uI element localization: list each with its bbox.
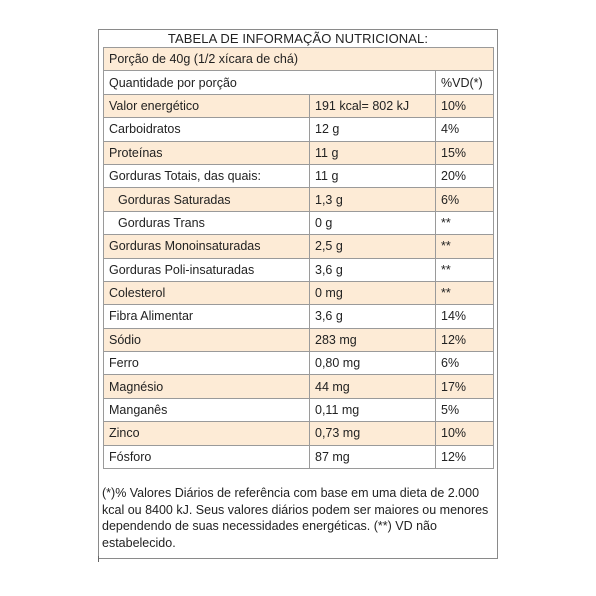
nutrient-row: Proteínas 11 g 15%: [103, 140, 495, 165]
nutrient-vd: **: [434, 257, 495, 282]
nutrient-name: Manganês: [103, 397, 310, 423]
nutrient-amount: 283 mg: [309, 327, 436, 353]
nutrient-row: Sódio 283 mg 12%: [103, 327, 495, 353]
nutrient-row: Gorduras Monoinsaturadas 2,5 g **: [103, 234, 495, 259]
header-row: Quantidade por porção %VD(*): [103, 70, 495, 95]
nutrient-vd: **: [434, 280, 495, 306]
nutrient-amount: 0,11 mg: [309, 397, 436, 423]
nutrient-row: Magnésio 44 mg 17%: [103, 374, 495, 399]
nutrient-row: Valor energético 191 kcal= 802 kJ 10%: [103, 93, 495, 119]
nutrient-amount: 191 kcal= 802 kJ: [309, 93, 436, 119]
nutrient-vd: 14%: [434, 304, 495, 329]
nutrient-name: Fósforo: [103, 444, 310, 470]
nutrient-row: Manganês 0,11 mg 5%: [103, 397, 495, 423]
nutrient-row: Gorduras Totais, das quais: 11 g 20%: [103, 163, 495, 189]
nutrient-name: Fibra Alimentar: [103, 304, 310, 329]
nutrient-amount: 3,6 g: [309, 304, 436, 329]
nutrient-amount: 0,80 mg: [309, 351, 436, 376]
nutrient-row: Colesterol 0 mg **: [103, 280, 495, 306]
nutrient-amount: 3,6 g: [309, 257, 436, 282]
nutrient-name: Carboidratos: [103, 117, 310, 142]
serving-row: Porção de 40g (1/2 xícara de chá): [102, 46, 495, 72]
nutrient-name: Sódio: [103, 327, 310, 353]
nutrient-name: Zinco: [103, 421, 310, 446]
nutrient-vd: 10%: [434, 421, 495, 446]
nutrient-name: Gorduras Saturadas: [103, 187, 310, 212]
nutrition-table: Porção de 40g (1/2 xícara de chá) Quanti…: [102, 46, 495, 470]
nutrient-vd: 6%: [434, 187, 495, 212]
nutrient-amount: 11 g: [309, 140, 436, 165]
nutrient-amount: 12 g: [309, 117, 436, 142]
footnote: (*)% Valores Diários de referência com b…: [102, 486, 489, 550]
nutrient-name: Proteínas: [103, 140, 310, 165]
nutrient-name: Gorduras Poli-insaturadas: [103, 257, 310, 282]
nutrition-facts-panel: TABELA DE INFORMAÇÃO NUTRICIONAL: Porção…: [98, 29, 498, 559]
nutrient-row: Fósforo 87 mg 12%: [103, 444, 495, 470]
nutrient-name: Gorduras Monoinsaturadas: [103, 234, 310, 259]
nutrient-row: Ferro 0,80 mg 6%: [103, 351, 495, 376]
nutrient-row: Gorduras Poli-insaturadas 3,6 g **: [103, 257, 495, 282]
nutrient-amount: 44 mg: [309, 374, 436, 399]
nutrient-amount: 0 g: [309, 210, 436, 236]
nutrient-row: Zinco 0,73 mg 10%: [103, 421, 495, 446]
nutrient-vd: **: [434, 234, 495, 259]
nutrient-row: Gorduras Trans 0 g **: [103, 210, 495, 236]
nutrient-amount: 1,3 g: [309, 187, 436, 212]
nutrient-name: Magnésio: [103, 374, 310, 399]
nutrient-vd: 5%: [434, 397, 495, 423]
nutrient-row: Fibra Alimentar 3,6 g 14%: [103, 304, 495, 329]
nutrient-vd: 10%: [434, 93, 495, 119]
nutrient-amount: 0 mg: [309, 280, 436, 306]
serving-size: Porção de 40g (1/2 xícara de chá): [102, 46, 495, 72]
nutrient-row: Gorduras Saturadas 1,3 g 6%: [103, 187, 495, 212]
quantity-header: Quantidade por porção: [103, 70, 436, 95]
nutrient-vd: 15%: [434, 140, 495, 165]
nutrient-name: Gorduras Totais, das quais:: [103, 163, 310, 189]
table-title: TABELA DE INFORMAÇÃO NUTRICIONAL:: [167, 31, 429, 46]
nutrient-amount: 2,5 g: [309, 234, 436, 259]
nutrient-vd: 6%: [434, 351, 495, 376]
nutrient-row: Carboidratos 12 g 4%: [103, 117, 495, 142]
nutrient-vd: 4%: [434, 117, 495, 142]
nutrient-vd: 20%: [434, 163, 495, 189]
nutrient-vd: 17%: [434, 374, 495, 399]
edge-tick-mark: [98, 556, 99, 562]
nutrient-amount: 87 mg: [309, 444, 436, 470]
nutrient-vd: 12%: [434, 444, 495, 470]
nutrient-name: Gorduras Trans: [103, 210, 310, 236]
nutrient-name: Ferro: [103, 351, 310, 376]
nutrient-amount: 11 g: [309, 163, 436, 189]
nutrient-name: Colesterol: [103, 280, 310, 306]
nutrient-vd: **: [434, 210, 495, 236]
nutrient-name: Valor energético: [103, 93, 310, 119]
nutrient-amount: 0,73 mg: [309, 421, 436, 446]
nutrient-vd: 12%: [434, 327, 495, 353]
vd-header: %VD(*): [434, 70, 495, 95]
